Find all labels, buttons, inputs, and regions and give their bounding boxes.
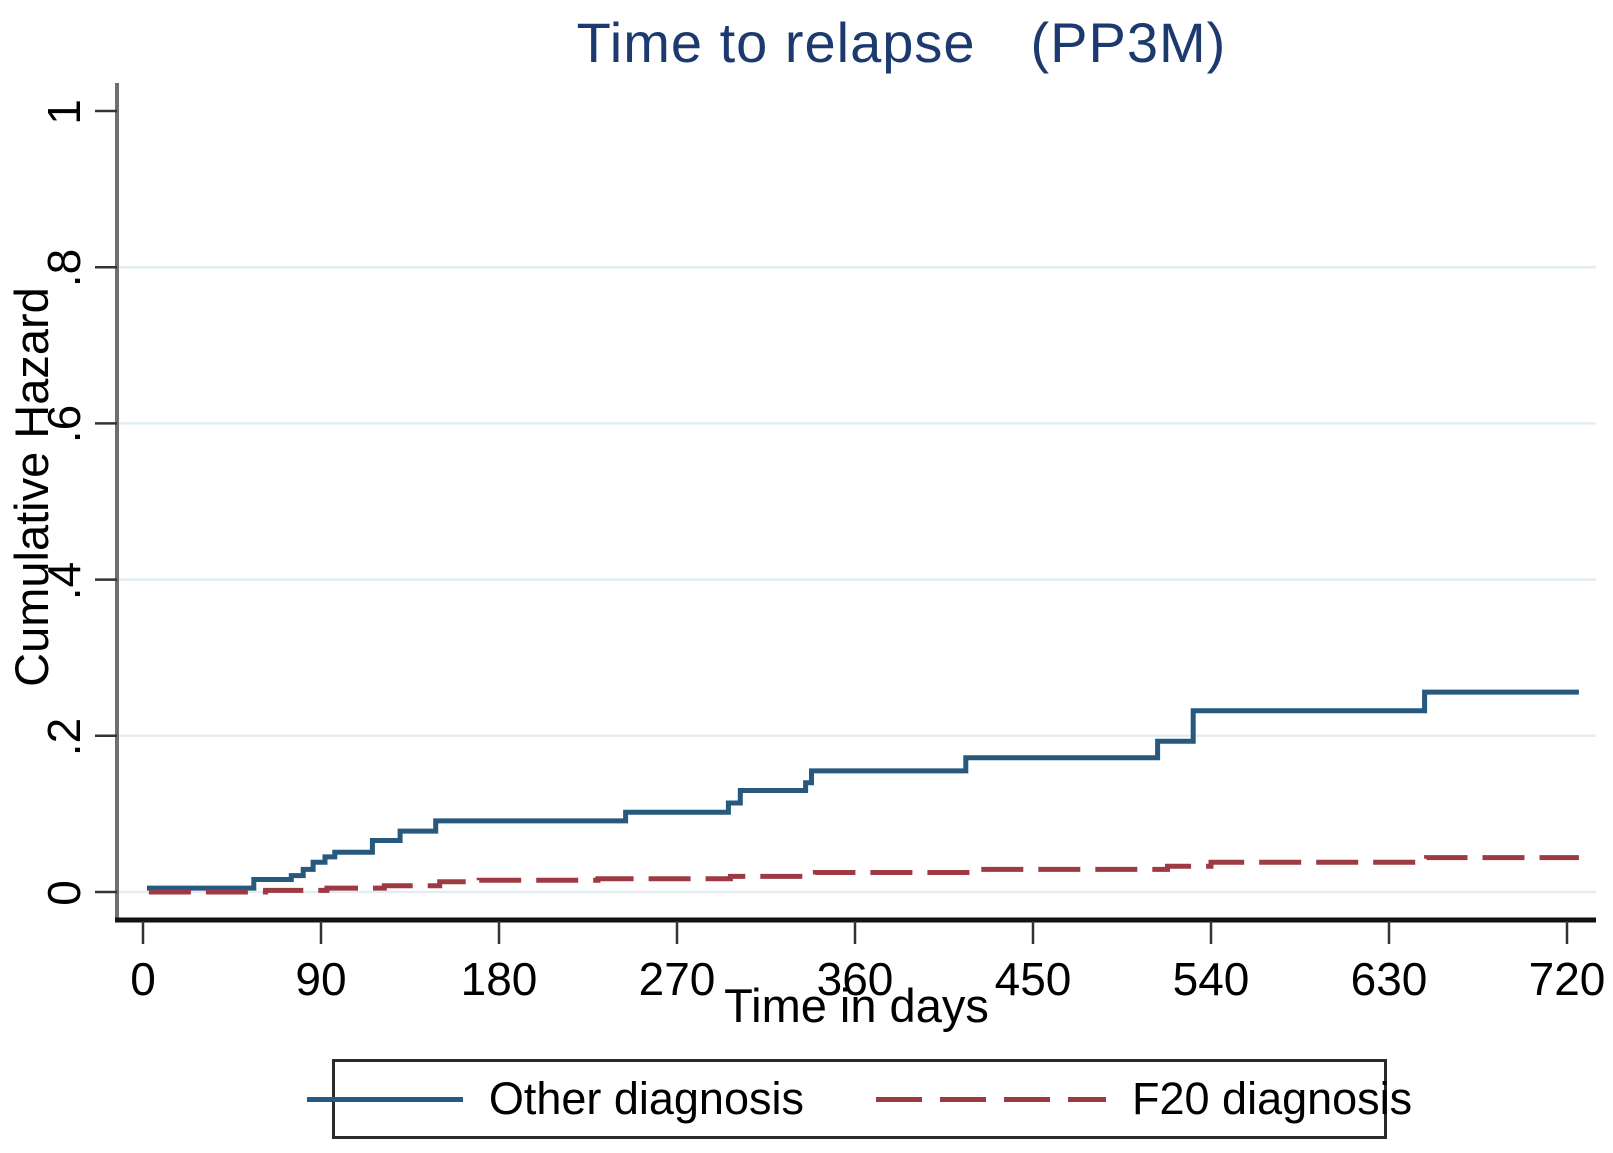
x-tick-label-270: 270 xyxy=(638,953,716,1005)
legend-solid-line-sample xyxy=(306,1096,463,1102)
series-other-diagnosis-line xyxy=(147,689,1579,891)
y-axis-tick-marks xyxy=(95,109,117,894)
legend-item-f20-diagnosis: F20 diagnosis xyxy=(876,1073,1412,1125)
x-tick-label-630: 630 xyxy=(1350,953,1428,1005)
y-tick-label-1: 1 xyxy=(38,99,90,125)
y-tick-label-0: 0 xyxy=(38,880,90,906)
legend-item-other-diagnosis: Other diagnosis xyxy=(306,1073,804,1125)
x-tick-label-360: 360 xyxy=(816,953,894,1005)
chart-title-main: Time to relapse xyxy=(576,11,976,74)
legend-dashed-line-sample xyxy=(876,1096,1106,1102)
x-tick-label-450: 450 xyxy=(994,953,1072,1005)
x-axis-title: Time in days xyxy=(724,979,989,1032)
x-tick-label-90: 90 xyxy=(295,953,347,1005)
legend-label-other-diagnosis: Other diagnosis xyxy=(488,1073,804,1124)
legend: Other diagnosis F20 diagnosis xyxy=(306,1059,1412,1139)
x-axis-tick-marks xyxy=(141,921,1569,944)
y-axis-title: Cumulative Hazard xyxy=(5,287,58,687)
x-tick-label-720: 720 xyxy=(1528,953,1606,1005)
y-tick-label-02: .2 xyxy=(38,717,90,757)
chart-title: Time to relapse (PP3M) xyxy=(0,10,1613,75)
horizontal-gridlines xyxy=(117,265,1596,894)
x-tick-label-540: 540 xyxy=(1172,953,1250,1005)
x-tick-label-180: 180 xyxy=(460,953,538,1005)
legend-label-f20-diagnosis: F20 diagnosis xyxy=(1132,1073,1413,1124)
series-f20-diagnosis-line xyxy=(148,855,1579,895)
x-tick-label-0: 0 xyxy=(130,953,156,1005)
chart-title-suffix: (PP3M) xyxy=(1030,11,1227,74)
